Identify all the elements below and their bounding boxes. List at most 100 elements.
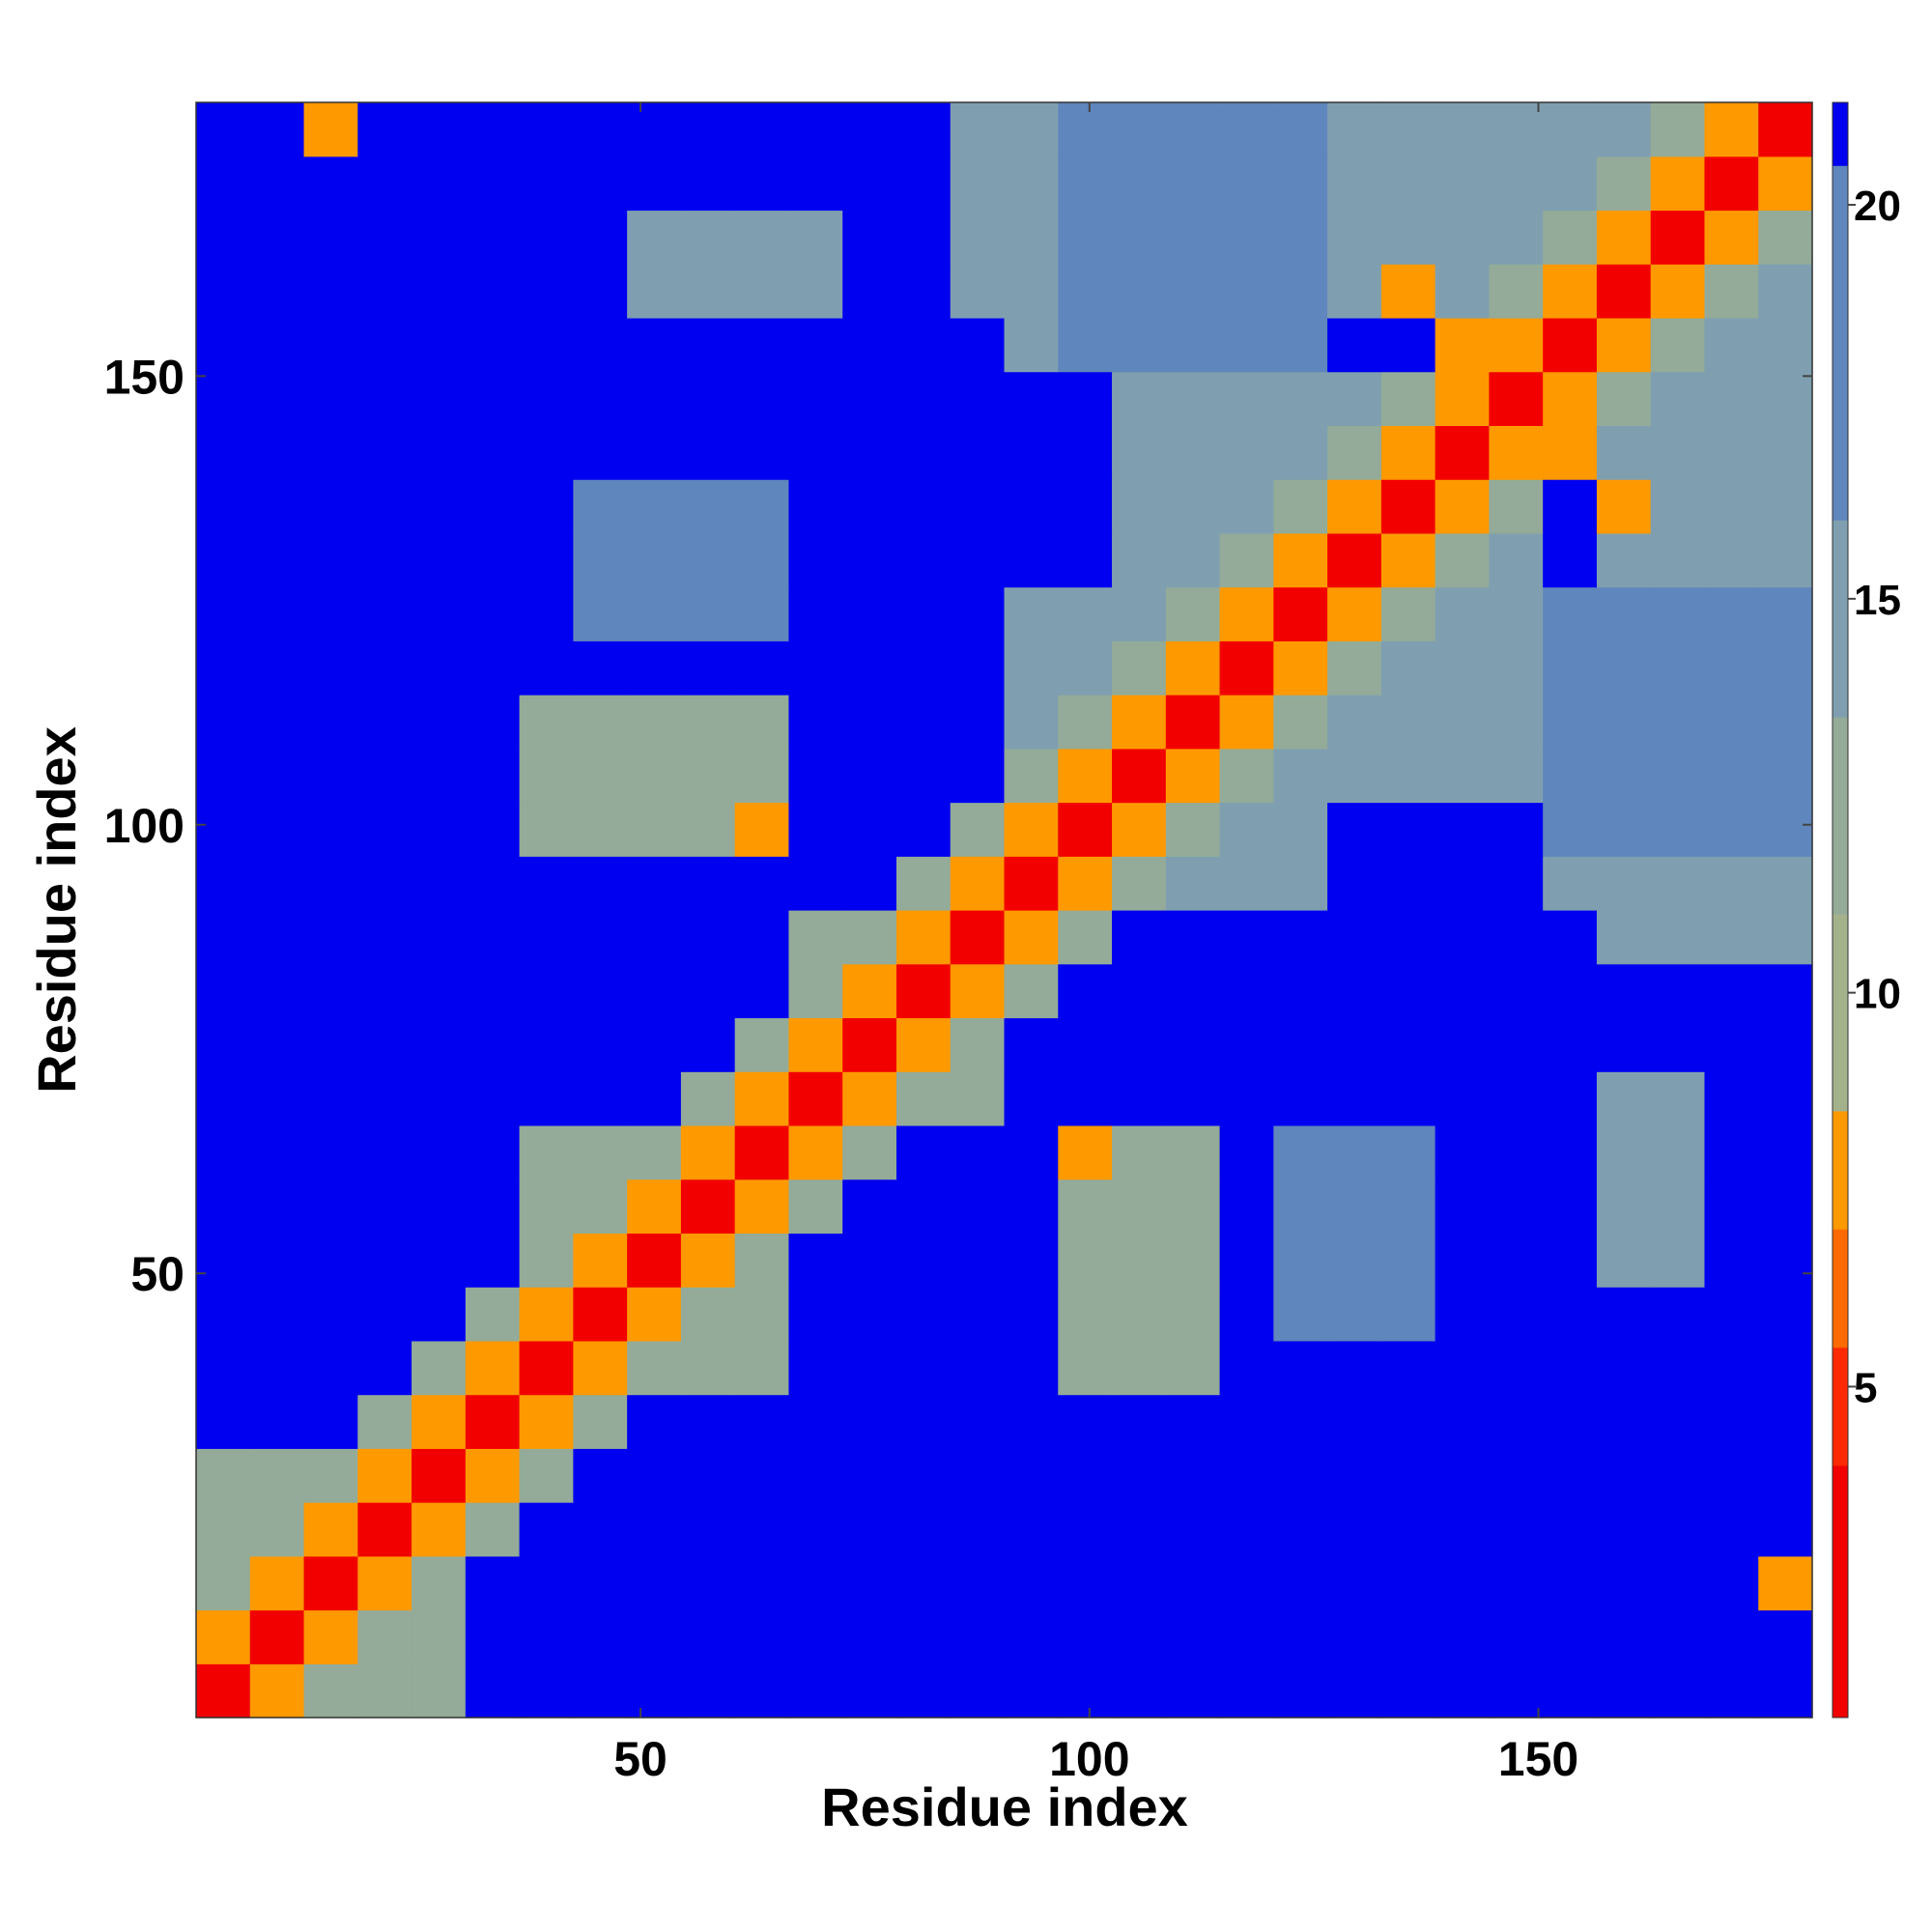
heatmap-cell <box>465 910 521 965</box>
heatmap-cell <box>1758 371 1813 426</box>
heatmap-cell <box>303 1340 358 1396</box>
heatmap-cell <box>734 910 790 965</box>
heatmap-cell <box>357 264 412 319</box>
heatmap-cell <box>1165 1340 1221 1396</box>
heatmap-cell <box>1489 695 1544 750</box>
colorbar-segment <box>1833 1465 1848 1719</box>
heatmap-cell <box>1058 1017 1113 1072</box>
heatmap-cell <box>1327 479 1382 534</box>
heatmap-cell <box>950 695 1006 750</box>
heatmap-cell <box>950 1233 1006 1288</box>
heatmap-cell <box>1596 1179 1652 1234</box>
heatmap-cell <box>196 1502 251 1557</box>
heatmap-cell <box>573 1017 628 1072</box>
heatmap-cell <box>1489 910 1544 965</box>
heatmap-cell <box>519 963 574 1019</box>
x-tick-label: 150 <box>1498 1732 1578 1786</box>
heatmap-cell <box>1273 1124 1328 1180</box>
heatmap-cell <box>1758 156 1813 212</box>
heatmap-cell <box>1596 963 1652 1019</box>
heatmap-cell <box>734 1287 790 1342</box>
heatmap-cell <box>1327 1071 1382 1126</box>
heatmap-cell <box>1165 586 1221 641</box>
heatmap-cell <box>1650 1394 1706 1449</box>
heatmap-cell <box>1327 748 1382 804</box>
heatmap-cell <box>1543 1448 1598 1503</box>
heatmap-cell <box>895 695 952 750</box>
heatmap-cell <box>1543 264 1598 319</box>
heatmap-cell <box>1219 1233 1274 1288</box>
colorbar-tick-label: 20 <box>1854 183 1901 230</box>
heatmap-cell <box>1327 1287 1382 1342</box>
heatmap-cell <box>1704 1502 1759 1557</box>
heatmap-cell <box>1219 371 1274 426</box>
heatmap-cell <box>1650 802 1706 857</box>
heatmap-cell <box>842 963 897 1019</box>
heatmap-cell <box>465 532 521 588</box>
heatmap-cell <box>519 1609 574 1664</box>
heatmap-cell <box>519 102 574 157</box>
heatmap-cell <box>1219 1663 1274 1719</box>
heatmap-cell <box>1219 695 1274 750</box>
heatmap-cell <box>357 1017 412 1072</box>
heatmap-cell <box>788 1287 843 1342</box>
heatmap-cell <box>1758 1394 1813 1449</box>
heatmap-cell <box>1380 1340 1436 1396</box>
heatmap-cell <box>249 1287 305 1342</box>
heatmap-cell <box>1596 1663 1652 1719</box>
heatmap-cell <box>573 1340 628 1396</box>
y-tick-label: 100 <box>104 799 185 853</box>
heatmap-cell <box>465 963 521 1019</box>
heatmap-cell <box>1543 748 1598 804</box>
heatmap-cell <box>1435 640 1490 696</box>
plot-frame <box>195 101 1813 1719</box>
heatmap-cell <box>1704 1233 1759 1288</box>
heatmap-cell <box>303 264 358 319</box>
heatmap-cell <box>1704 1448 1759 1503</box>
heatmap-cell <box>788 371 843 426</box>
colorbar-frame <box>1832 101 1849 1719</box>
heatmap-cell <box>412 1287 467 1342</box>
heatmap-cell <box>950 1017 1006 1072</box>
heatmap-cell <box>303 856 358 911</box>
heatmap-cell <box>249 640 305 696</box>
heatmap-cell <box>680 1287 736 1342</box>
heatmap-cell <box>1327 586 1382 641</box>
heatmap-cell <box>842 264 897 319</box>
heatmap-cell <box>1219 1071 1274 1126</box>
heatmap-cell <box>1596 1287 1652 1342</box>
heatmap-cell <box>842 1394 897 1449</box>
heatmap-cell <box>1435 210 1490 265</box>
heatmap-cell <box>465 1448 521 1503</box>
heatmap-cell <box>1112 1017 1167 1072</box>
heatmap-cell <box>842 102 897 157</box>
heatmap-cell <box>627 856 682 911</box>
heatmap-cell <box>196 210 251 265</box>
heatmap-cell <box>1112 963 1167 1019</box>
heatmap-cell <box>249 479 305 534</box>
heatmap-cell <box>1650 102 1706 157</box>
heatmap-cell <box>196 1340 251 1396</box>
heatmap-cell <box>1704 532 1759 588</box>
heatmap-cell <box>412 748 467 804</box>
heatmap-cell <box>196 802 251 857</box>
heatmap-cell <box>303 1071 358 1126</box>
heatmap-cell <box>680 1233 736 1288</box>
heatmap-cell <box>1650 532 1706 588</box>
heatmap-cell <box>303 1179 358 1234</box>
heatmap-cell <box>573 425 628 480</box>
heatmap-cell <box>357 1663 412 1719</box>
heatmap-cell <box>1327 963 1382 1019</box>
heatmap-cell <box>950 210 1006 265</box>
heatmap-cell <box>1327 156 1382 212</box>
heatmap-cell <box>1704 1555 1759 1611</box>
heatmap-cell <box>465 586 521 641</box>
heatmap-cell <box>303 425 358 480</box>
heatmap-cell <box>1273 695 1328 750</box>
heatmap-cell <box>1435 425 1490 480</box>
heatmap-cell <box>1435 1448 1490 1503</box>
heatmap-cell <box>465 210 521 265</box>
heatmap-cell <box>895 1233 952 1288</box>
heatmap-cell <box>1112 210 1167 265</box>
heatmap-cell <box>573 1124 628 1180</box>
